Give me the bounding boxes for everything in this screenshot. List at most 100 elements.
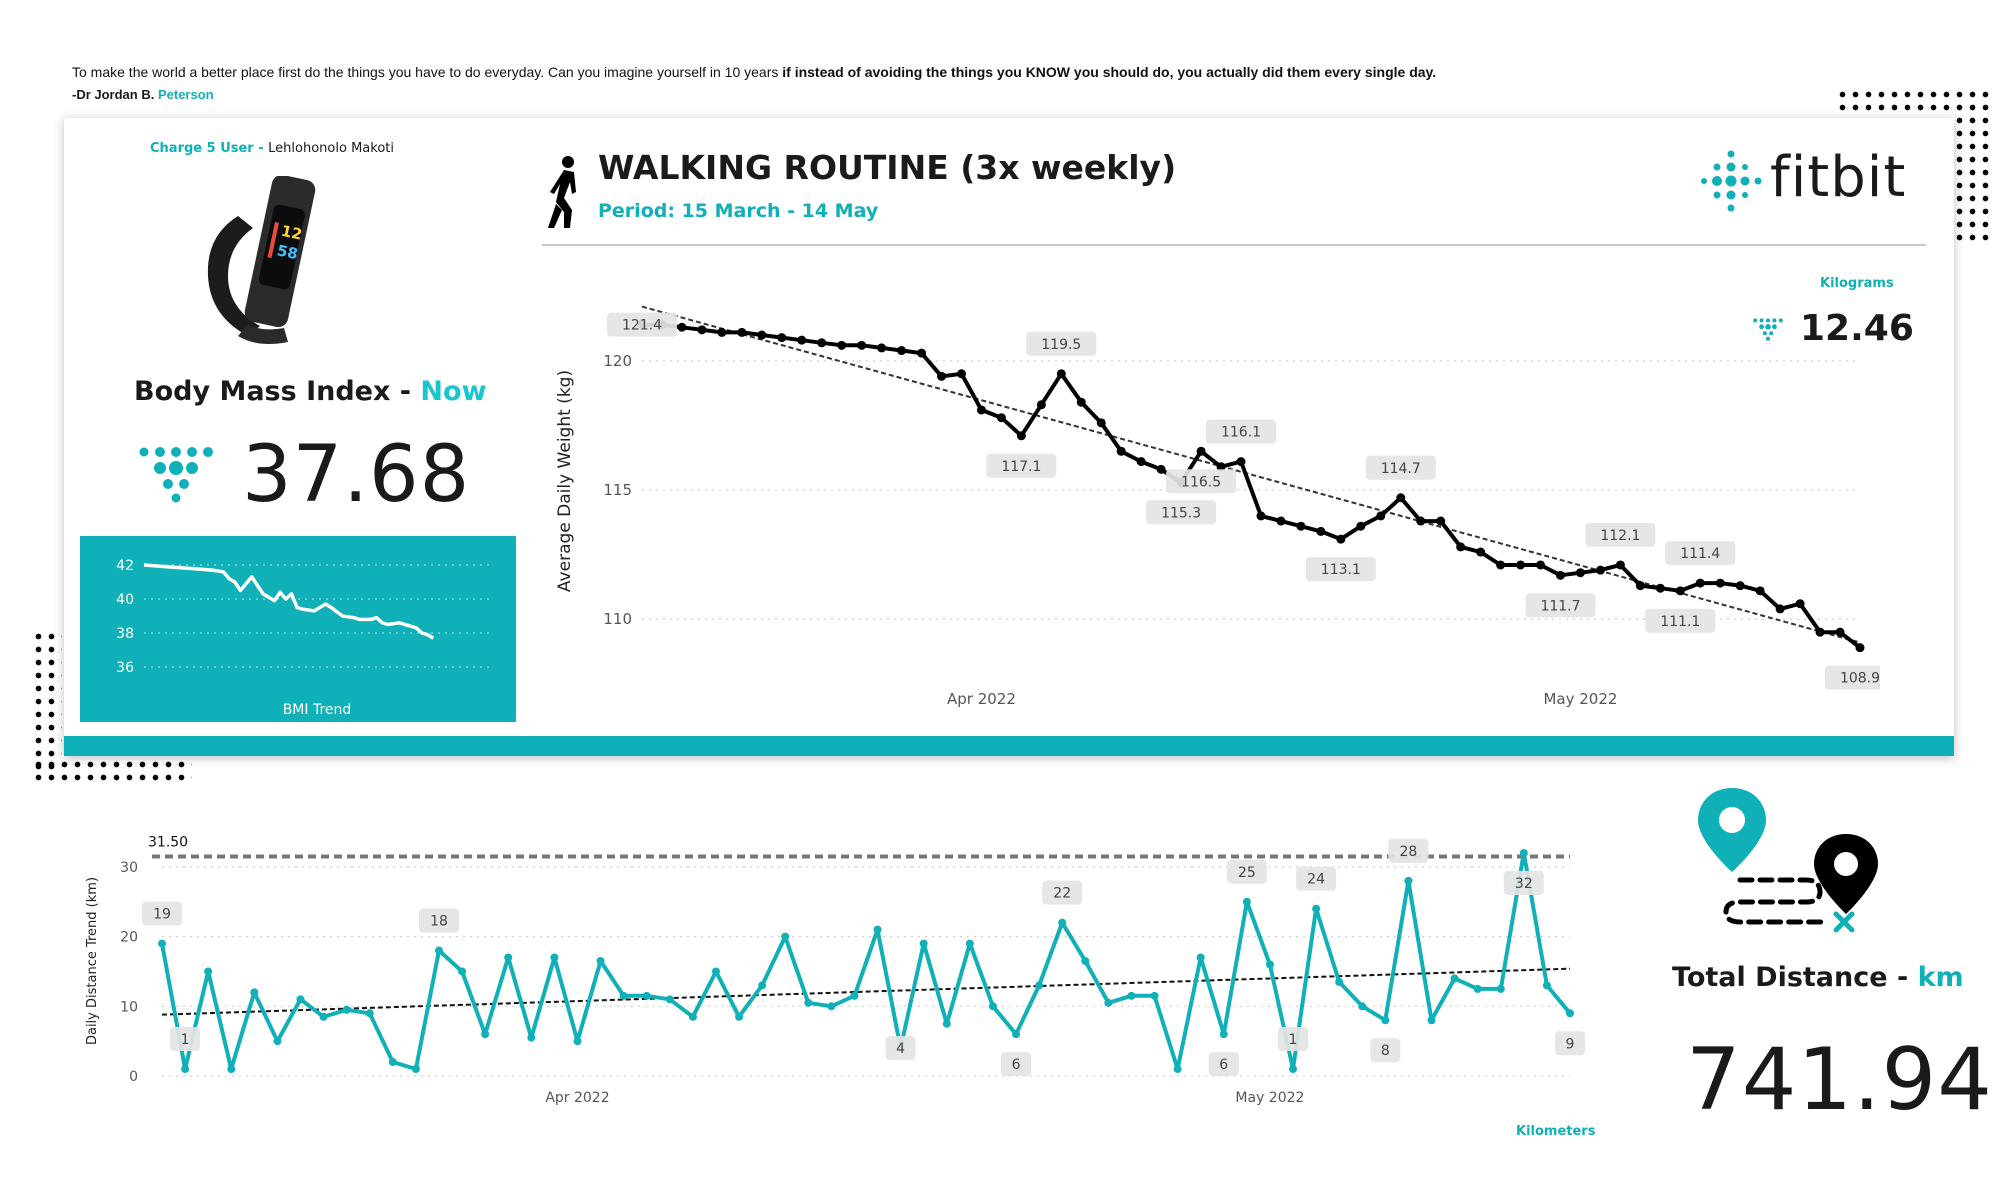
data-point: [1358, 1002, 1367, 1011]
data-point: [988, 1002, 997, 1011]
data-point: [1715, 578, 1725, 588]
data-label: 116.5: [1181, 474, 1221, 490]
data-point: [1381, 1016, 1390, 1025]
data-point: [1016, 431, 1026, 441]
data-point: [1335, 977, 1344, 986]
data-point: [937, 371, 947, 381]
data-point: [1775, 604, 1785, 614]
data-label-box: [1503, 870, 1544, 895]
data-point: [677, 322, 687, 332]
data-point: [1236, 457, 1246, 467]
total-distance-title: Total Distance - km: [1672, 962, 1964, 993]
data-point: [1276, 516, 1286, 526]
data-point: [1436, 516, 1446, 526]
card-accent-bar: [64, 736, 1954, 756]
total-distance-prefix: Total Distance -: [1672, 962, 1918, 993]
data-label-box: [1166, 469, 1237, 494]
data-point: [596, 957, 605, 965]
data-point: [388, 1058, 397, 1067]
brand-wordmark: fitbit: [1770, 145, 1907, 210]
data-point: [1289, 1065, 1298, 1074]
data-point: [1196, 953, 1205, 962]
data-label-box: [1001, 1052, 1032, 1077]
data-point: [897, 346, 907, 356]
fitbit-dots-icon-large: [139, 447, 213, 503]
data-point: [1296, 521, 1306, 531]
data-point: [1476, 547, 1486, 557]
svg-text:12: 12: [280, 222, 304, 244]
user-name: Lehlohonolo Makoti: [268, 141, 394, 156]
data-label-box: [607, 312, 677, 337]
data-label: 111.7: [1540, 598, 1580, 614]
x-tick-label: May 2022: [1543, 690, 1617, 708]
y-tick-label: 20: [120, 930, 138, 946]
km-chart-label: Kilometers: [1516, 1124, 1596, 1139]
quote-plain: To make the world a better place first d…: [72, 64, 783, 80]
data-label-box: [1305, 557, 1376, 582]
data-point: [434, 946, 443, 955]
data-point: [1036, 400, 1046, 410]
bmi-value: 37.68: [242, 430, 471, 520]
data-label: 115.3: [1161, 505, 1201, 521]
data-point: [158, 939, 166, 948]
data-label-box: [1645, 608, 1716, 633]
data-point: [1242, 897, 1251, 906]
data-point: [837, 340, 847, 350]
data-label: 28: [1400, 844, 1418, 860]
fitbit-dots-icon-small: [1753, 318, 1783, 341]
quote-bold: if instead of avoiding the things you KN…: [782, 64, 1437, 80]
data-point: [1136, 457, 1146, 467]
data-label: 116.1: [1221, 425, 1261, 441]
bmi-title: Body Mass Index - Now: [134, 376, 487, 407]
data-point: [1755, 586, 1765, 596]
data-point: [1519, 848, 1528, 857]
data-point: [965, 939, 974, 948]
data-point: [550, 953, 559, 962]
data-point: [1396, 493, 1406, 503]
data-point: [1404, 876, 1413, 885]
data-point: [1555, 570, 1565, 580]
data-point: [181, 1065, 190, 1074]
bmi-trend-chart: 36 38 40 42 BMI Trend: [116, 558, 490, 718]
data-point: [619, 991, 628, 1000]
data-point: [527, 1033, 536, 1042]
data-point: [956, 369, 966, 379]
data-point: [1542, 981, 1551, 990]
data-point: [1312, 904, 1321, 913]
data-point: [1566, 1009, 1574, 1018]
dot-pattern-right: [1953, 114, 1992, 244]
data-point: [1156, 464, 1166, 474]
author-name: Peterson: [157, 87, 214, 102]
data-point: [1635, 581, 1645, 591]
data-point: [504, 953, 513, 962]
data-label: 121.4: [622, 318, 662, 334]
data-label: 8: [1381, 1043, 1390, 1059]
dot-pattern-left: [32, 630, 62, 770]
data-point: [250, 988, 259, 997]
data-label-box: [1278, 1027, 1309, 1052]
y-tick-label: 0: [129, 1069, 138, 1085]
header-divider: [542, 244, 1926, 246]
data-point: [777, 333, 787, 343]
kg-kpi-label: Kilograms: [1820, 276, 1894, 291]
data-point: [481, 1030, 490, 1039]
bmi-title-prefix: Body Mass Index -: [134, 376, 421, 407]
data-label: 114.7: [1381, 461, 1421, 477]
data-point: [1376, 511, 1386, 521]
data-label: 113.1: [1321, 562, 1361, 578]
total-distance-value: 741.94: [1686, 1030, 1993, 1130]
data-label: 4: [896, 1041, 905, 1057]
data-point: [1256, 511, 1266, 521]
data-label: 112.1: [1600, 528, 1640, 544]
data-point: [1316, 526, 1326, 536]
data-point: [1496, 984, 1505, 993]
data-label: 6: [1219, 1057, 1228, 1073]
data-label: 25: [1238, 865, 1256, 881]
data-point: [1173, 1065, 1182, 1074]
trend-line: [161, 967, 1571, 1016]
y-tick-label: 110: [603, 610, 632, 628]
data-point: [1058, 918, 1067, 927]
data-point: [1615, 560, 1625, 570]
data-point: [877, 343, 887, 353]
data-point: [711, 967, 720, 976]
